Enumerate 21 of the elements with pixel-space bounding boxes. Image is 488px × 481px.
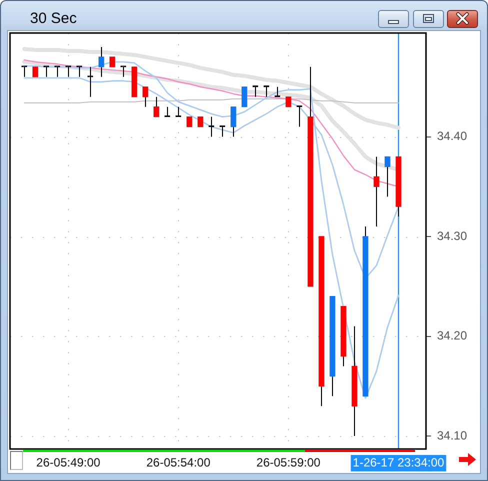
candlestick bbox=[242, 86, 248, 108]
candlestick bbox=[286, 96, 292, 108]
x-tick-label: 26-05:54:00 bbox=[146, 456, 211, 470]
x-tick-label: 26-05:59:00 bbox=[256, 456, 321, 470]
candlestick bbox=[110, 56, 116, 68]
chart-title: 30 Sec bbox=[30, 9, 77, 29]
candlestick bbox=[198, 116, 204, 128]
y-tick-label: 34.30 bbox=[437, 228, 468, 243]
x-tick-label: 1-26-17 23:34:00 bbox=[352, 456, 445, 470]
candlestick bbox=[98, 46, 104, 78]
y-tick-label: 34.10 bbox=[437, 428, 468, 442]
candlestick bbox=[374, 156, 380, 228]
y-tick-label: 34.40 bbox=[437, 129, 468, 144]
candlestick bbox=[32, 66, 38, 78]
candlestick bbox=[142, 86, 148, 108]
candlestick bbox=[230, 106, 236, 138]
candlestick bbox=[186, 116, 192, 128]
candlestick bbox=[154, 96, 160, 118]
y-tick-label: 34.20 bbox=[437, 328, 468, 343]
x-tick-label: 26-05:49:00 bbox=[36, 456, 101, 470]
candlestick bbox=[384, 156, 390, 198]
